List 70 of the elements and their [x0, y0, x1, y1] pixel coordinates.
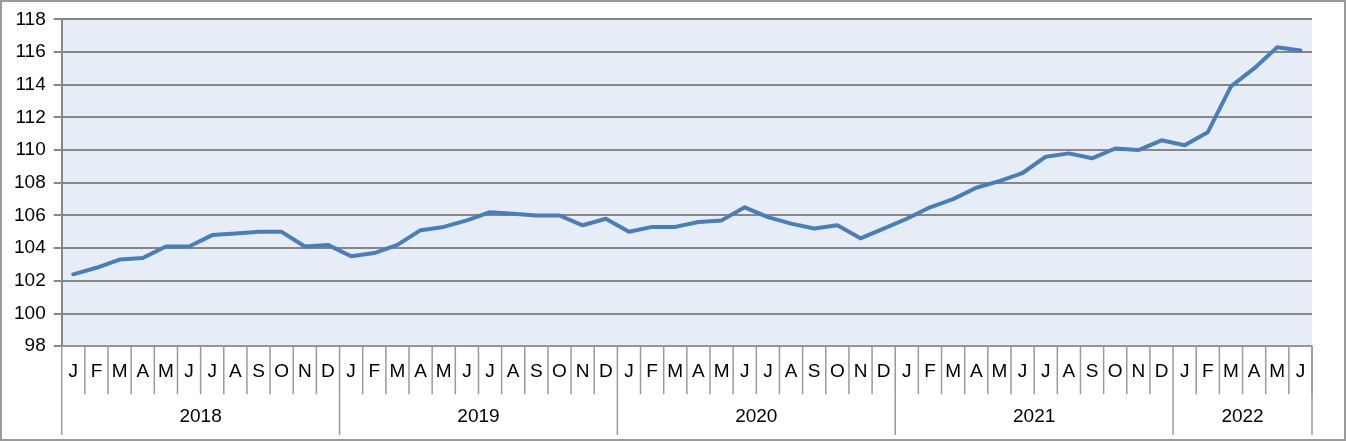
x-tick-label: A	[1062, 359, 1076, 381]
x-tick-label: N	[575, 359, 590, 381]
x-tick-label: F	[90, 359, 103, 381]
x-tick-label: F	[368, 359, 381, 381]
x-tick-label: N	[297, 359, 312, 381]
text: 2018	[179, 404, 222, 426]
y-tick-label: 106	[14, 203, 46, 225]
x-tick-label: F	[646, 359, 658, 381]
x-tick-label: D	[876, 359, 891, 381]
y-tick-label: 118	[15, 7, 46, 29]
y-tick-label: 116	[15, 40, 46, 62]
x-tick-label: D	[598, 359, 613, 381]
x-tick-label: J	[207, 359, 217, 381]
y-tick-label: 104	[14, 236, 47, 258]
x-tick-label: O	[1107, 359, 1123, 381]
x-tick-label: J	[739, 359, 750, 381]
x-tick-label: J	[68, 359, 79, 381]
x-tick-label: M	[1223, 359, 1239, 381]
x-tick-label: J	[624, 359, 634, 381]
x-tick-label: N	[1131, 359, 1146, 381]
x-tick-label: F	[924, 359, 936, 381]
x-tick-label: J	[763, 359, 773, 381]
x-tick-label: O	[552, 359, 567, 381]
x-tick-label: M	[157, 359, 174, 381]
x-tick-label: O	[829, 359, 845, 381]
x-tick-label: J	[346, 359, 356, 381]
x-tick-label: A	[784, 359, 798, 381]
x-tick-label: D	[1154, 359, 1169, 381]
x-tick-label: J	[1295, 359, 1306, 381]
x-tick-label: M	[435, 359, 452, 381]
x-tick-label: J	[462, 359, 472, 381]
x-tick-label: J	[1017, 359, 1028, 381]
x-tick-label: M	[667, 359, 684, 381]
y-tick-label: 100	[14, 301, 46, 323]
x-tick-label: A	[414, 359, 428, 381]
x-tick-label: J	[184, 359, 194, 381]
text: 2019	[457, 404, 500, 426]
y-tick-label: 110	[15, 138, 46, 160]
x-tick-label: O	[274, 359, 290, 381]
x-tick-label: N	[853, 359, 868, 381]
x-tick-label: S	[807, 359, 821, 381]
text: 2022	[1221, 404, 1264, 426]
x-tick-label: J	[902, 359, 912, 381]
x-tick-label: A	[229, 359, 243, 381]
x-tick-label: M	[389, 359, 406, 381]
x-tick-label: D	[321, 359, 335, 381]
x-tick-label: J	[485, 359, 495, 381]
x-tick-label: A	[506, 359, 520, 381]
x-tick-label: S	[530, 359, 543, 381]
x-tick-label: M	[111, 359, 128, 381]
x-tick-label: A	[136, 359, 150, 381]
x-tick-label: F	[1202, 359, 1214, 381]
x-tick-label: J	[1179, 359, 1190, 381]
x-tick-label: M	[945, 359, 962, 381]
text: 2021	[1013, 404, 1056, 426]
y-tick-label: 108	[14, 171, 46, 193]
y-tick-label: 114	[15, 72, 47, 94]
y-tick-label: 102	[14, 269, 46, 291]
x-tick-label: M	[713, 359, 730, 381]
x-tick-label: S	[252, 359, 265, 381]
x-tick-label: M	[991, 359, 1008, 381]
x-tick-label: A	[969, 359, 983, 381]
y-tick-label: 112	[15, 105, 46, 127]
x-tick-label: A	[692, 359, 706, 381]
text: 2020	[735, 404, 778, 426]
x-tick-label: J	[1040, 359, 1051, 381]
x-tick-label: S	[1085, 359, 1099, 381]
y-tick-label: 98	[24, 334, 46, 356]
x-tick-label: M	[1269, 359, 1286, 381]
x-tick-label: A	[1247, 359, 1261, 381]
